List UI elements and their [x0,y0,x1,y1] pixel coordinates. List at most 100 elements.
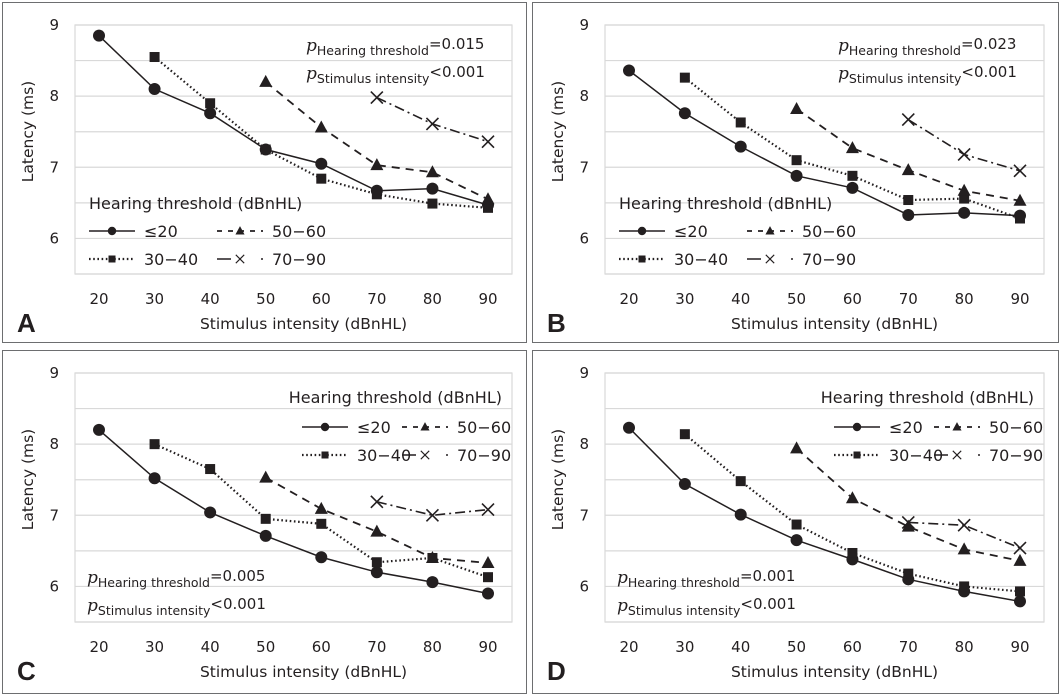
series-line [796,108,1021,202]
series-0 [93,423,494,600]
y-tick-label: 9 [49,364,59,382]
x-tick-label: 80 [423,638,442,656]
x-tick-label: 40 [201,638,220,656]
data-point [481,555,495,568]
data-point [425,117,439,131]
data-point [481,503,495,517]
y-axis-label: Latency (ms) [19,429,37,530]
legend: Hearing threshold (dBnHL) ≤20 50−60 30−40 70… [821,388,1043,465]
legend-marker-circle [852,422,862,432]
legend-item-2: 50−60 [217,222,326,241]
x-axis-label: Stimulus intensity (dBnHL) [731,315,938,333]
x-tick-label: 90 [478,290,497,308]
legend-item-3: 70−90 [747,250,856,269]
legend-label: 30−40 [889,446,943,465]
stat-text: pStimulus intensity<0.001 [306,63,485,86]
data-point [481,192,495,205]
x-tick-label: 50 [256,290,275,308]
legend-item-2: 50−60 [747,222,856,241]
data-point [260,144,271,155]
legend-label: ≤20 [889,418,923,437]
legend-marker-x [420,450,430,460]
panel-letter: A [17,308,36,338]
data-point [259,74,273,87]
series-line [376,96,489,143]
x-tick-label: 40 [731,290,750,308]
y-tick-label: 8 [579,435,589,453]
data-point [204,506,217,519]
y-tick-label: 8 [49,87,59,105]
stat-annotation-1: pStimulus intensity<0.001 [617,595,796,618]
x-tick-label: 50 [787,290,806,308]
stat-text: pHearing threshold=0.015 [306,35,484,58]
data-point [316,173,327,184]
x-tick-label: 90 [1010,638,1029,656]
x-tick-label: 40 [731,638,750,656]
y-tick-label: 7 [579,506,589,524]
gridlines [75,24,512,275]
y-tick-label: 8 [49,435,59,453]
data-point [734,140,747,153]
y-tick-label: 6 [579,229,589,247]
data-point [314,120,328,133]
data-point [790,441,804,454]
data-point [316,518,327,529]
legend-marker-square [853,451,861,459]
legend-label: 50−60 [989,418,1043,437]
legend-item-1: 30−40 [89,250,198,269]
legend-label: 50−60 [272,222,326,241]
data-point [678,477,691,490]
series-line [98,35,489,206]
panel-b: 9 8 7 6 20 30 40 50 60 70 80 90 Stimulus intensity (… [532,2,1059,343]
x-tick-label: 30 [675,638,694,656]
legend-label: 30−40 [674,250,728,269]
stats: pHearing threshold=0.001 pStimulus intens… [617,567,796,618]
legend-item-0: ≤20 [834,418,923,437]
stat-text: pStimulus intensity<0.001 [87,595,266,618]
x-tick-label: 20 [89,638,108,656]
data-point [735,476,746,487]
series-line [376,500,489,517]
data-point [370,158,384,171]
data-point [790,101,804,114]
data-point [483,572,493,583]
data-point [371,189,382,200]
legend-item-0: ≤20 [89,222,178,241]
legend-label: 50−60 [802,222,856,241]
stats: pHearing threshold=0.015 pStimulus intens… [306,35,485,86]
series-line [795,447,1021,562]
data-point [791,155,802,166]
data-point [791,519,802,530]
stat-text: pHearing threshold=0.005 [87,567,265,590]
data-point [315,551,328,564]
data-point [260,513,271,524]
x-tick-label: 20 [619,638,638,656]
data-point [957,183,971,196]
x-tick-label: 60 [843,290,862,308]
legend-item-1: 30−40 [619,250,728,269]
x-tick-label: 70 [367,638,386,656]
data-point [735,117,746,128]
legend-marker-circle [107,226,117,236]
series-2 [259,470,495,568]
data-point [370,495,384,509]
data-point [427,198,438,209]
legend-item-0: ≤20 [302,418,391,437]
data-point [959,193,970,204]
series-1 [679,72,1025,224]
legend-marker-x [952,450,962,460]
y-tick-label: 6 [579,577,589,595]
legend-marker-square [638,255,646,263]
data-point [425,165,439,178]
data-point [1013,541,1027,555]
series-2 [790,441,1027,566]
legend-label: 70−90 [457,446,511,465]
x-tick-label: 40 [201,290,220,308]
series-line [628,69,1021,217]
data-point [958,206,971,219]
x-tick-label: 50 [256,638,275,656]
legend-label: 30−40 [357,446,411,465]
data-point [846,181,859,194]
x-tick-label: 30 [145,290,164,308]
x-tick-label: 70 [899,290,918,308]
